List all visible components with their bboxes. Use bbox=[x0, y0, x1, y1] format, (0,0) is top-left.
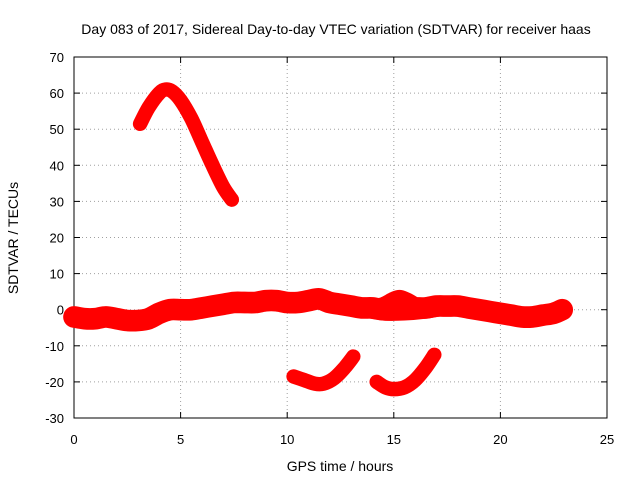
y-tick-label: 30 bbox=[50, 194, 64, 209]
y-tick-label: 10 bbox=[50, 267, 64, 282]
y-tick-label: 0 bbox=[57, 303, 64, 318]
y-tick-label: -30 bbox=[45, 411, 64, 426]
y-tick-label: 70 bbox=[50, 50, 64, 65]
y-tick-label: 60 bbox=[50, 86, 64, 101]
x-tick-label: 25 bbox=[600, 432, 614, 447]
series-upper-arc bbox=[132, 82, 240, 207]
x-tick-label: 5 bbox=[177, 432, 184, 447]
y-tick-label: -10 bbox=[45, 339, 64, 354]
x-tick-label: 15 bbox=[387, 432, 401, 447]
x-axis-label: GPS time / hours bbox=[287, 458, 394, 474]
y-tick-label: 40 bbox=[50, 158, 64, 173]
y-tick-label: 50 bbox=[50, 122, 64, 137]
tick-layer: 0 5 10 15 20 25 -30 -20 -10 0 10 20 30 40 50 60 70 bbox=[45, 50, 614, 447]
x-tick-label: 20 bbox=[493, 432, 507, 447]
series-branch-16 bbox=[354, 298, 466, 321]
y-tick-label: 20 bbox=[50, 231, 64, 246]
chart-title: Day 083 of 2017, Sidereal Day-to-day VTE… bbox=[81, 21, 590, 37]
series-baseline bbox=[63, 288, 574, 332]
series-lower-arc-2 bbox=[369, 347, 442, 397]
y-axis-label: SDTVAR / TECUs bbox=[5, 182, 21, 294]
x-tick-label: 10 bbox=[280, 432, 294, 447]
x-tick-label: 0 bbox=[70, 432, 77, 447]
series-lower-arc-1 bbox=[286, 349, 361, 392]
y-tick-label: -20 bbox=[45, 375, 64, 390]
series-layer bbox=[63, 82, 574, 397]
